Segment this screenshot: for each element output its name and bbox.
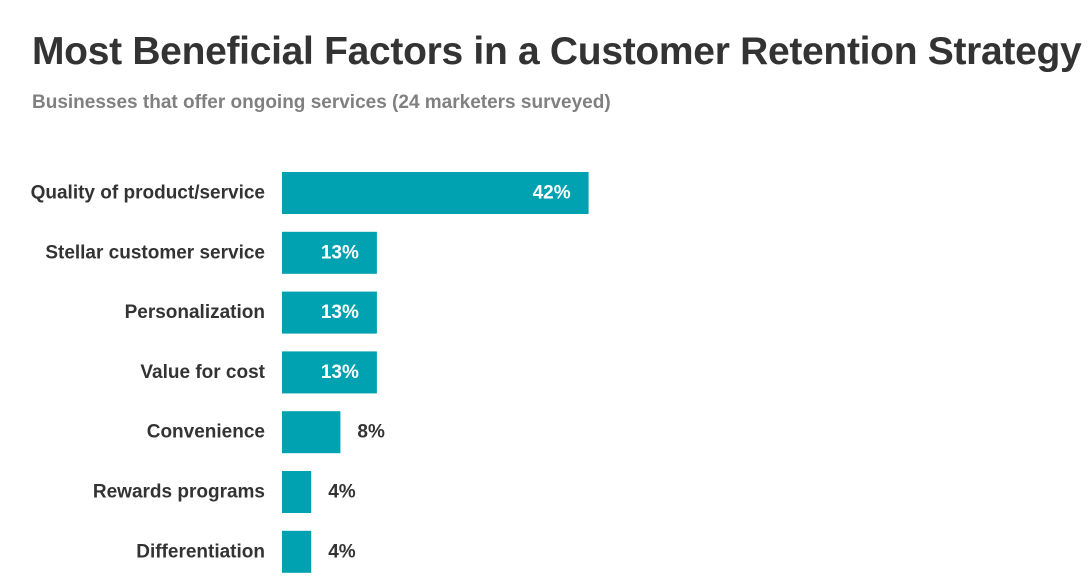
chart-subtitle: Businesses that offer ongoing services (… [32, 92, 611, 113]
value-label: 4% [328, 541, 356, 562]
bar [282, 172, 589, 214]
chart-title: Most Beneficial Factors in a Customer Re… [32, 30, 1082, 73]
bar [282, 291, 377, 334]
value-label: 8% [357, 422, 385, 443]
bar [282, 351, 377, 394]
category-label: Quality of product/service [31, 183, 265, 204]
category-label: Rewards programs [93, 482, 265, 503]
value-label: 42% [533, 183, 571, 204]
category-label: Differentiation [136, 541, 265, 562]
category-label: Value for cost [140, 362, 265, 383]
bar [282, 231, 377, 274]
bar [282, 411, 341, 454]
category-label: Stellar customer service [45, 242, 265, 263]
category-label: Personalization [125, 302, 265, 323]
bar [282, 471, 312, 513]
category-label: Convenience [147, 422, 265, 443]
value-label: 13% [321, 362, 359, 383]
value-label: 4% [328, 482, 356, 503]
value-label: 13% [321, 302, 359, 323]
bar [282, 530, 312, 573]
value-label: 13% [321, 242, 359, 263]
bars-group: Quality of product/service 42% Stellar cus… [31, 172, 589, 573]
